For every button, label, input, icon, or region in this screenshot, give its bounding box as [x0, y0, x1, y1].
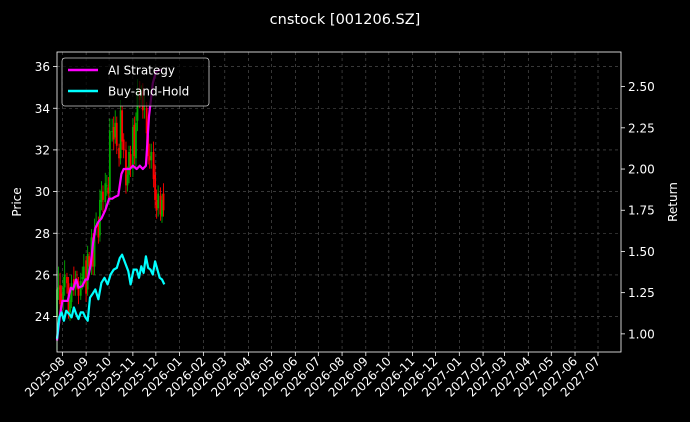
candle-body	[108, 131, 111, 192]
candle-body	[63, 274, 66, 288]
y-right-tick-label: 2.00	[628, 163, 655, 177]
candle-body	[133, 124, 136, 157]
candle-body	[111, 131, 114, 133]
candle-body	[81, 277, 84, 280]
candle-body	[118, 147, 120, 159]
y-right-tick-label: 2.50	[628, 80, 655, 94]
candle-body	[122, 139, 125, 150]
candle-body	[150, 152, 153, 161]
candle-body	[115, 122, 118, 146]
candle-body	[112, 127, 115, 140]
candle-body	[162, 193, 165, 211]
y-left-tick-label: 28	[35, 227, 50, 241]
candle-body	[82, 266, 85, 280]
y-left-tick-label: 26	[35, 268, 50, 282]
candle-body	[121, 110, 124, 142]
series-lines	[55, 68, 166, 341]
y-right-tick-label: 1.75	[628, 204, 655, 218]
series-line-buy-and-hold	[55, 253, 166, 339]
candle-body	[148, 156, 151, 161]
candle-body	[161, 199, 163, 217]
plot-frame	[56, 51, 622, 353]
candle-body	[126, 174, 129, 186]
candle-body	[119, 110, 122, 159]
right-axis-label: Return	[666, 182, 680, 222]
y-right-tick-label: 2.25	[628, 121, 655, 135]
candle-body	[145, 108, 148, 134]
y-right-tick-label: 1.50	[628, 245, 655, 259]
candle-body	[69, 299, 71, 313]
candle-body	[114, 122, 117, 138]
y-right-tick-label: 1.00	[628, 327, 655, 341]
candle-body	[72, 279, 75, 288]
candle-body	[129, 154, 132, 169]
candle-body	[105, 185, 108, 187]
y-left-tick-label: 34	[35, 102, 50, 116]
candle-body	[152, 152, 155, 180]
candle-body	[107, 187, 110, 194]
chart-title: cnstock [001206.SZ]	[270, 12, 421, 28]
candle-body	[100, 191, 103, 202]
y-left-tick-label: 32	[35, 143, 50, 157]
candle-body	[86, 254, 89, 290]
y-left-tick-label: 30	[35, 185, 50, 199]
candle-body	[97, 222, 100, 238]
candle-body	[66, 277, 68, 284]
candle-body	[59, 285, 61, 305]
candle-body	[135, 122, 137, 159]
candle-body	[85, 260, 88, 294]
candle-body	[93, 229, 96, 267]
legend-label-ai-strategy: AI Strategy	[108, 64, 175, 78]
candle-body	[125, 149, 127, 186]
y-right-tick-label: 1.25	[628, 286, 655, 300]
candle-body	[155, 199, 158, 211]
candle-body	[79, 281, 82, 296]
candle-body	[131, 127, 134, 169]
left-axis-label: Price	[10, 187, 24, 216]
series-line-ai-strategy	[55, 68, 162, 341]
candle-body	[62, 287, 65, 302]
candle-body	[104, 183, 107, 202]
candle-body	[154, 174, 156, 200]
candle-body	[102, 191, 104, 200]
y-left-tick-label: 36	[35, 60, 50, 74]
legend-box	[61, 57, 210, 107]
candle-body	[159, 195, 162, 215]
candle-body	[70, 283, 73, 302]
candle-body	[143, 108, 146, 110]
legend: AI Strategy Buy-and-Hold	[61, 57, 210, 107]
candle-body	[88, 256, 91, 267]
y-left-tick-label: 24	[35, 310, 50, 324]
candle-body	[128, 152, 130, 175]
candle-body	[99, 199, 101, 236]
candle-body	[60, 293, 63, 302]
legend-label-buy-and-hold: Buy-and-Hold	[108, 85, 189, 99]
candle-body	[57, 287, 60, 290]
candle-body	[157, 193, 160, 209]
